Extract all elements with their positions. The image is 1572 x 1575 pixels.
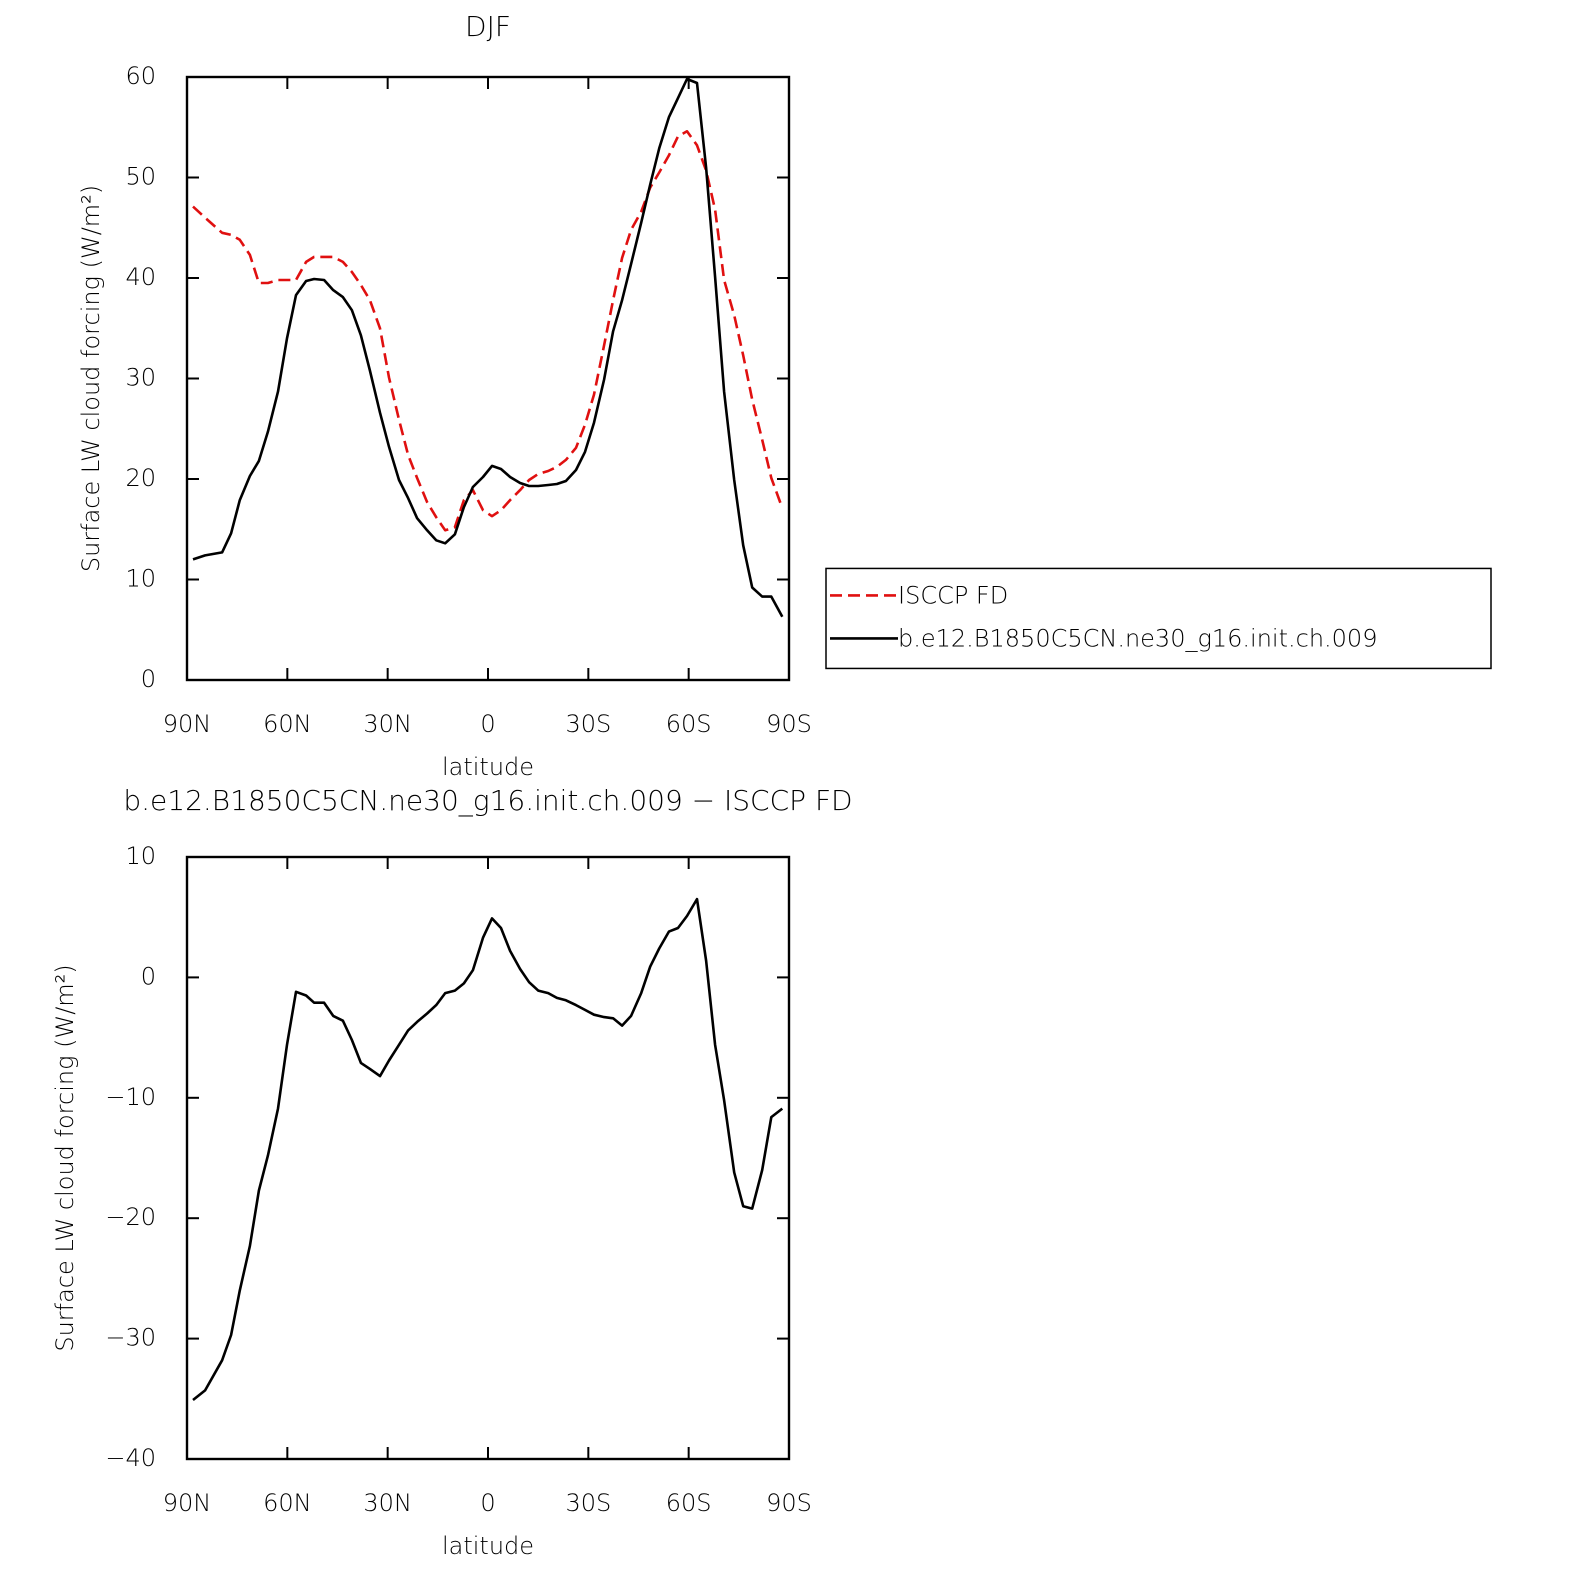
x-tick-label: 30S <box>565 1489 611 1517</box>
y-tick-label: −30 <box>105 1324 156 1352</box>
y-tick-label: 50 <box>125 163 156 191</box>
x-tick-label: 60N <box>263 1489 312 1517</box>
y-tick-label: 40 <box>125 263 156 291</box>
plot-frame <box>185 855 791 1461</box>
y-tick-label: −20 <box>105 1203 156 1231</box>
chart-title: b.e12.B1850C5CN.ne30_g16.init.ch.009 − I… <box>123 784 852 818</box>
legend-label: b.e12.B1850C5CN.ne30_g16.init.ch.009 <box>898 624 1377 652</box>
x-axis-label: latitude <box>442 753 534 781</box>
x-tick-label: 60S <box>666 1489 712 1517</box>
x-tick-label: 30N <box>363 710 412 738</box>
y-tick-label: 10 <box>125 565 156 593</box>
data-line <box>192 130 784 532</box>
y-tick-label: 10 <box>125 842 156 870</box>
y-axis-label: Surface LW cloud forcing (W/m²) <box>77 185 105 572</box>
x-tick-label: 90N <box>163 710 212 738</box>
x-axis-label: latitude <box>442 1532 534 1560</box>
x-tick-label: 90S <box>766 1489 812 1517</box>
data-line <box>192 897 784 1402</box>
y-tick-label: −40 <box>105 1444 156 1472</box>
y-tick-label: −10 <box>105 1083 156 1111</box>
y-axis-label: Surface LW cloud forcing (W/m²) <box>51 964 79 1351</box>
x-tick-label: 30N <box>363 1489 412 1517</box>
x-tick-label: 90N <box>163 1489 212 1517</box>
y-tick-label: 0 <box>141 665 156 693</box>
legend: ISCCP FD b.e12.B1850C5CN.ne30_g16.init.ch… <box>825 567 1492 670</box>
x-tick-label: 0 <box>480 1489 495 1517</box>
plot-frame <box>185 75 791 682</box>
x-tick-label: 60S <box>666 710 712 738</box>
legend-box <box>825 567 1492 670</box>
y-tick-label: 0 <box>141 962 156 990</box>
data-line <box>192 77 784 618</box>
y-tick-label: 30 <box>125 364 156 392</box>
chart-title: DJF <box>465 10 511 43</box>
x-tick-label: 0 <box>480 710 495 738</box>
x-tick-label: 60N <box>263 710 312 738</box>
x-tick-label: 30S <box>565 710 611 738</box>
y-tick-label: 20 <box>125 464 156 492</box>
legend-label: ISCCP FD <box>898 581 1008 609</box>
x-tick-label: 90S <box>766 710 812 738</box>
y-tick-label: 60 <box>125 62 156 90</box>
